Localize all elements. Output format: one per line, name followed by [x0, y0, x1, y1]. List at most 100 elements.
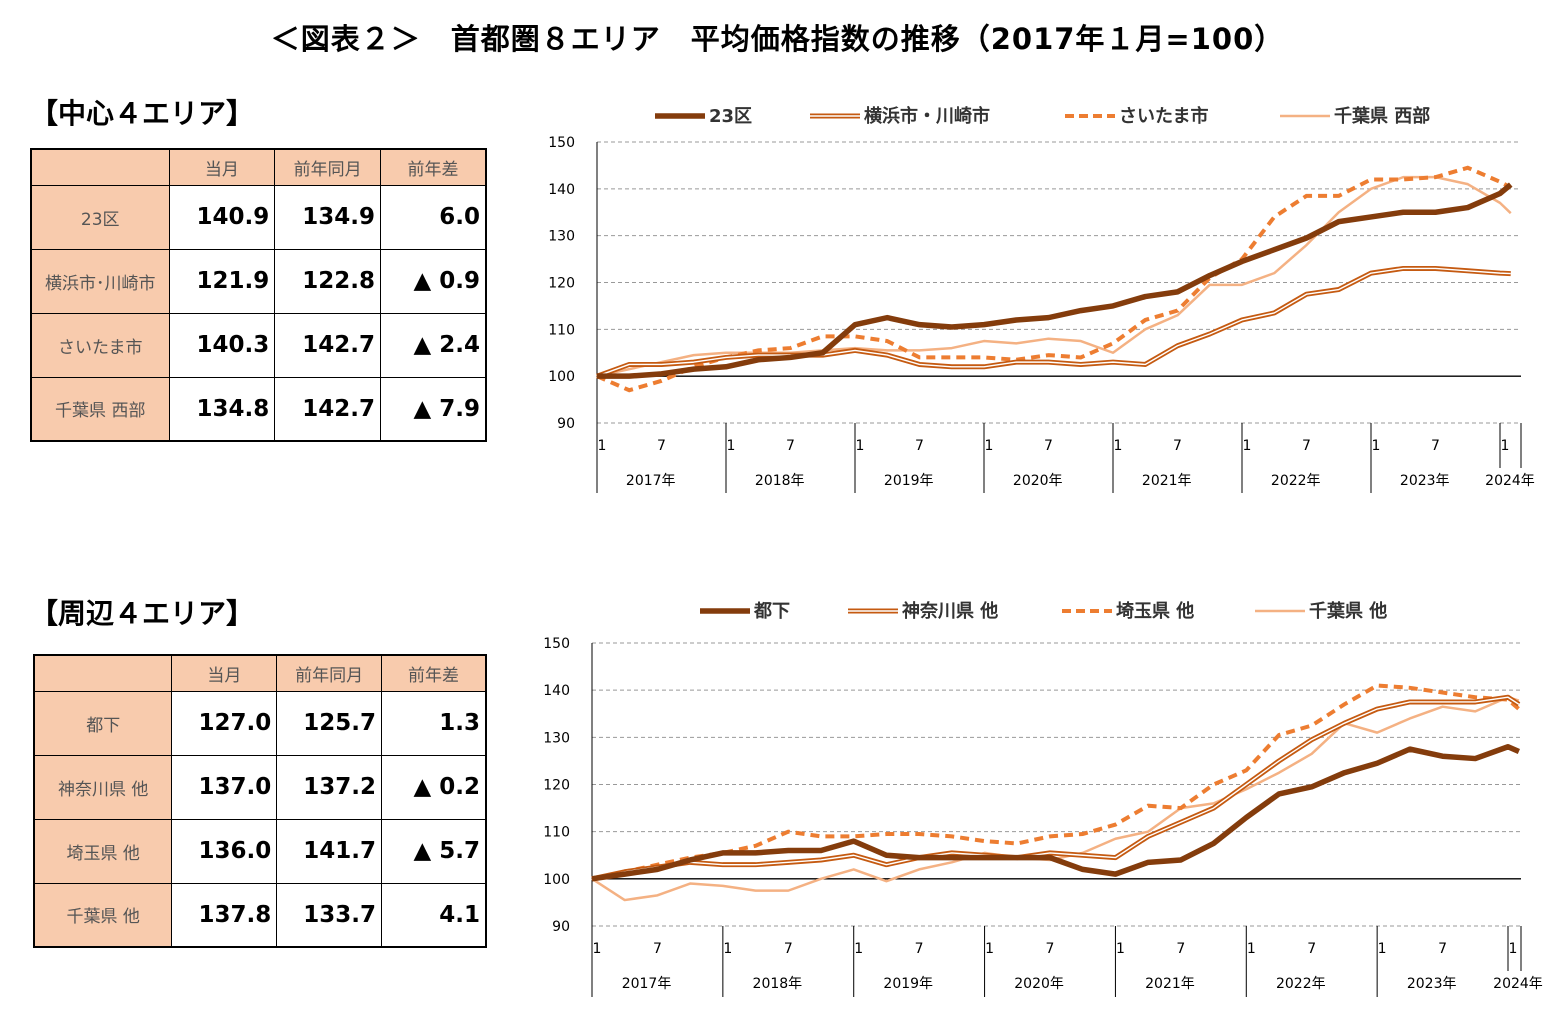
- cell: ▲ 2.4: [380, 312, 487, 378]
- x-tick-label: 1: [723, 941, 732, 957]
- year-label: 2021年: [1145, 976, 1195, 992]
- legend-label: さいたま市: [1119, 105, 1208, 127]
- cell: 137.8: [171, 882, 278, 948]
- header-cell: 当月: [168, 148, 276, 186]
- series-line-0: [591, 744, 1520, 882]
- cell: 125.7: [276, 690, 382, 756]
- x-tick-label: 1: [1378, 941, 1387, 957]
- header-cell: 前年差: [380, 148, 487, 186]
- cell: 142.7: [274, 376, 381, 442]
- x-tick-label: 7: [1176, 941, 1185, 957]
- x-tick-label: 7: [784, 941, 793, 957]
- row-label: 23区: [30, 184, 170, 250]
- x-tick-label: 7: [1173, 438, 1182, 454]
- series-line-3: [591, 695, 1520, 902]
- legend: 23区 横浜市・川崎市 さいたま市 千葉県 西部: [655, 105, 1430, 127]
- x-tick-label: 7: [1307, 941, 1316, 957]
- x-tick-label: 1: [593, 941, 602, 957]
- cell: 121.9: [168, 248, 276, 314]
- table-row: 都下 127.0 125.7 1.3: [33, 690, 487, 756]
- legend-label: 千葉県 他: [1309, 600, 1387, 622]
- x-tick-label: 7: [657, 438, 666, 454]
- y-tick-label: 150: [543, 636, 570, 652]
- x-tick-label: 1: [598, 438, 607, 454]
- series-line-2: [596, 165, 1512, 393]
- header-cell: 前年同月: [274, 148, 381, 186]
- row-label: 千葉県 西部: [30, 376, 170, 442]
- year-label: 2022年: [1276, 976, 1326, 992]
- x-tick-label: 1: [854, 941, 863, 957]
- table-row: 埼玉県 他 136.0 141.7 ▲ 5.7: [33, 818, 487, 884]
- y-tick-label: 100: [543, 872, 570, 888]
- legend: 都下 神奈川県 他 埼玉県 他 千葉県 他: [700, 600, 1387, 622]
- x-tick-label: 1: [985, 438, 994, 454]
- legend-label: 埼玉県 他: [1116, 600, 1194, 622]
- cell: 136.0: [171, 818, 278, 884]
- cell: 133.7: [276, 882, 382, 948]
- header-cell: [33, 654, 173, 692]
- x-tick-label: 1: [1116, 941, 1125, 957]
- cell: 134.8: [168, 376, 276, 442]
- y-tick-label: 130: [543, 730, 570, 746]
- x-tick-label: 1: [1243, 438, 1252, 454]
- series-line-1-inner: [596, 267, 1511, 377]
- section-heading-central: 【中心４エリア】: [30, 97, 255, 130]
- row-label: 神奈川県 他: [33, 754, 173, 820]
- page-title: ＜図表２＞ 首都圏８エリア 平均価格指数の推移（2017年１月=100）: [270, 22, 1285, 56]
- legend-label: 都下: [753, 601, 790, 622]
- year-label: 2022年: [1271, 473, 1321, 489]
- year-label: 2017年: [626, 473, 676, 489]
- cell: 4.1: [380, 882, 487, 948]
- central-table: 当月 前年同月 前年差 23区 140.9 134.9 6.0 横浜市･川崎市 121.…: [30, 148, 487, 442]
- y-tick-label: 100: [548, 369, 575, 385]
- legend-label: 23区: [709, 106, 752, 127]
- cell: 141.7: [276, 818, 382, 884]
- y-tick-label: 90: [557, 416, 575, 432]
- year-label: 2020年: [1013, 473, 1063, 489]
- legend-label: 神奈川県 他: [902, 600, 998, 622]
- x-tick-label: 1: [727, 438, 736, 454]
- series-line-1-inner: [591, 696, 1520, 880]
- cell: 127.0: [171, 690, 278, 756]
- peripheral-table: 当月 前年同月 前年差 都下 127.0 125.7 1.3 神奈川県 他 137.0 1…: [33, 654, 487, 948]
- x-tick-label: 1: [1247, 941, 1256, 957]
- x-tick-label: 7: [1046, 941, 1055, 957]
- x-tick-label: 7: [786, 438, 795, 454]
- legend-label: 横浜市・川崎市: [864, 105, 990, 127]
- x-tick-label: 1: [985, 941, 994, 957]
- year-label: 2017年: [622, 976, 672, 992]
- x-tick-label: 7: [1431, 438, 1440, 454]
- table-header-row: 当月 前年同月 前年差: [33, 654, 487, 692]
- series-line-0: [597, 182, 1513, 379]
- table-row: 23区 140.9 134.9 6.0: [30, 184, 487, 250]
- cell: 134.9: [274, 184, 381, 250]
- x-tick-label: 7: [1438, 941, 1447, 957]
- y-tick-label: 120: [548, 276, 575, 292]
- row-label: 千葉県 他: [33, 882, 173, 948]
- x-tick-label: 1: [1501, 438, 1510, 454]
- cell: 137.0: [171, 754, 278, 820]
- y-tick-label: 90: [552, 919, 570, 935]
- row-label: 都下: [33, 690, 173, 756]
- row-label: さいたま市: [30, 312, 170, 378]
- series-line-3: [596, 175, 1512, 378]
- year-label: 2024年: [1485, 473, 1535, 489]
- y-tick-label: 130: [548, 229, 575, 245]
- cell: 1.3: [380, 690, 487, 756]
- cell: 122.8: [274, 248, 381, 314]
- x-tick-label: 7: [653, 941, 662, 957]
- y-tick-label: 140: [548, 182, 575, 198]
- year-label: 2024年: [1493, 976, 1543, 992]
- header-cell: 前年差: [380, 654, 487, 692]
- section-heading-peripheral: 【周辺４エリア】: [30, 597, 255, 630]
- y-tick-label: 110: [543, 825, 570, 841]
- legend-label: 千葉県 西部: [1334, 105, 1430, 127]
- cell: 137.2: [276, 754, 382, 820]
- y-tick-label: 110: [548, 322, 575, 338]
- cell: ▲ 0.9: [380, 248, 487, 314]
- y-tick-label: 120: [543, 778, 570, 794]
- cell: ▲ 7.9: [380, 376, 487, 442]
- header-cell: 当月: [171, 654, 278, 692]
- table-row: さいたま市 140.3 142.7 ▲ 2.4: [30, 312, 487, 378]
